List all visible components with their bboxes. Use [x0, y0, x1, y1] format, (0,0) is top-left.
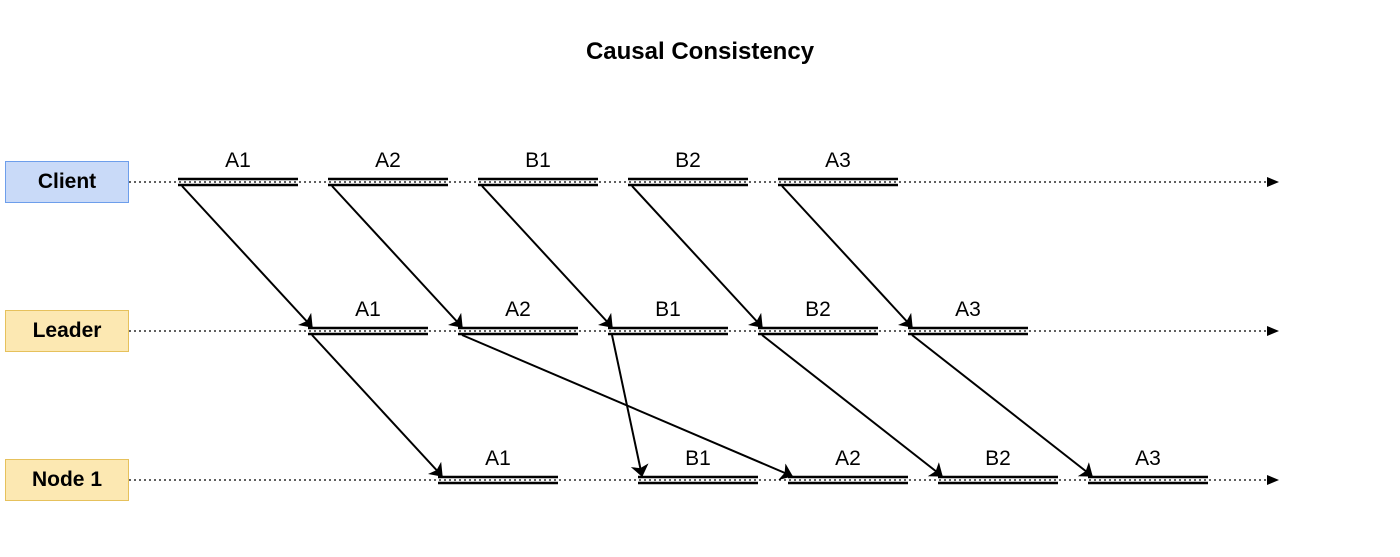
- diagram-canvas: Causal Consistency Client Leader Node 1 A1 A…: [0, 0, 1400, 557]
- event-label: B1: [655, 298, 681, 322]
- event-bar: [308, 328, 428, 334]
- event-label: A2: [375, 149, 401, 173]
- message-arrow: [462, 335, 792, 476]
- event-label: B1: [685, 447, 711, 471]
- message-arrow: [482, 186, 612, 327]
- event-bar: [628, 179, 748, 185]
- event-label: A2: [505, 298, 531, 322]
- event-label: A1: [485, 447, 511, 471]
- event-bar: [788, 477, 908, 483]
- event-bar: [938, 477, 1058, 483]
- message-arrow: [612, 335, 642, 476]
- event-bar: [438, 477, 558, 483]
- message-arrow: [312, 335, 442, 476]
- event-label: B2: [985, 447, 1011, 471]
- diagram-svg: [0, 0, 1400, 557]
- event-bar: [178, 179, 298, 185]
- lane-box-leader: Leader: [5, 310, 129, 352]
- event-bar: [1088, 477, 1208, 483]
- lane-box-client: Client: [5, 161, 129, 203]
- diagram-title: Causal Consistency: [0, 38, 1400, 66]
- event-label: B2: [675, 149, 701, 173]
- event-label: A3: [1135, 447, 1161, 471]
- event-label: A3: [955, 298, 981, 322]
- event-label: A1: [355, 298, 381, 322]
- event-label: A1: [225, 149, 251, 173]
- message-arrow: [182, 186, 312, 327]
- message-arrow: [632, 186, 762, 327]
- event-bar: [778, 179, 898, 185]
- lane-label: Leader: [33, 319, 102, 343]
- lane-label: Node 1: [32, 468, 102, 492]
- message-arrow: [782, 186, 912, 327]
- event-bar: [908, 328, 1028, 334]
- event-label: B2: [805, 298, 831, 322]
- event-bar: [638, 477, 758, 483]
- event-bar: [328, 179, 448, 185]
- event-bar: [608, 328, 728, 334]
- message-arrow: [332, 186, 462, 327]
- event-label: A3: [825, 149, 851, 173]
- lane-label: Client: [38, 170, 96, 194]
- event-bar: [458, 328, 578, 334]
- event-label: A2: [835, 447, 861, 471]
- lane-box-node1: Node 1: [5, 459, 129, 501]
- event-bar: [758, 328, 878, 334]
- event-label: B1: [525, 149, 551, 173]
- event-bar: [478, 179, 598, 185]
